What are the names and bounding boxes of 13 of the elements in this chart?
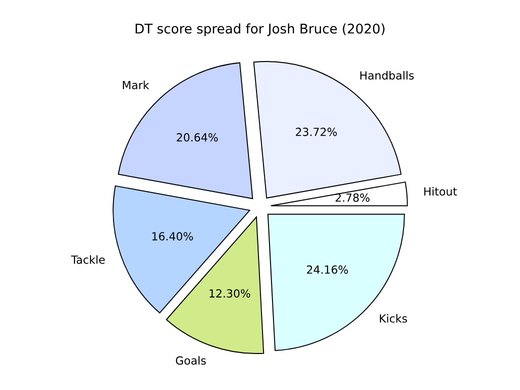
data-label: 2.78% [336, 193, 370, 202]
data-label: 23.72% [296, 128, 337, 136]
data-label: 24.16% [306, 265, 348, 274]
chart-title: DT score spread for Josh Bruce (2020) [136, 23, 384, 36]
data-label: 16.40% [152, 232, 193, 240]
data-label: 12.30% [210, 289, 250, 298]
data-label: 20.64% [176, 133, 218, 142]
slice-label: Tackle [71, 255, 105, 264]
slice-label: Hitout [424, 187, 457, 196]
slice-label: Goals [176, 356, 206, 365]
slice-label: Handballs [360, 71, 414, 80]
slice-label: Mark [122, 80, 150, 90]
slice-label: Kicks [380, 314, 408, 323]
